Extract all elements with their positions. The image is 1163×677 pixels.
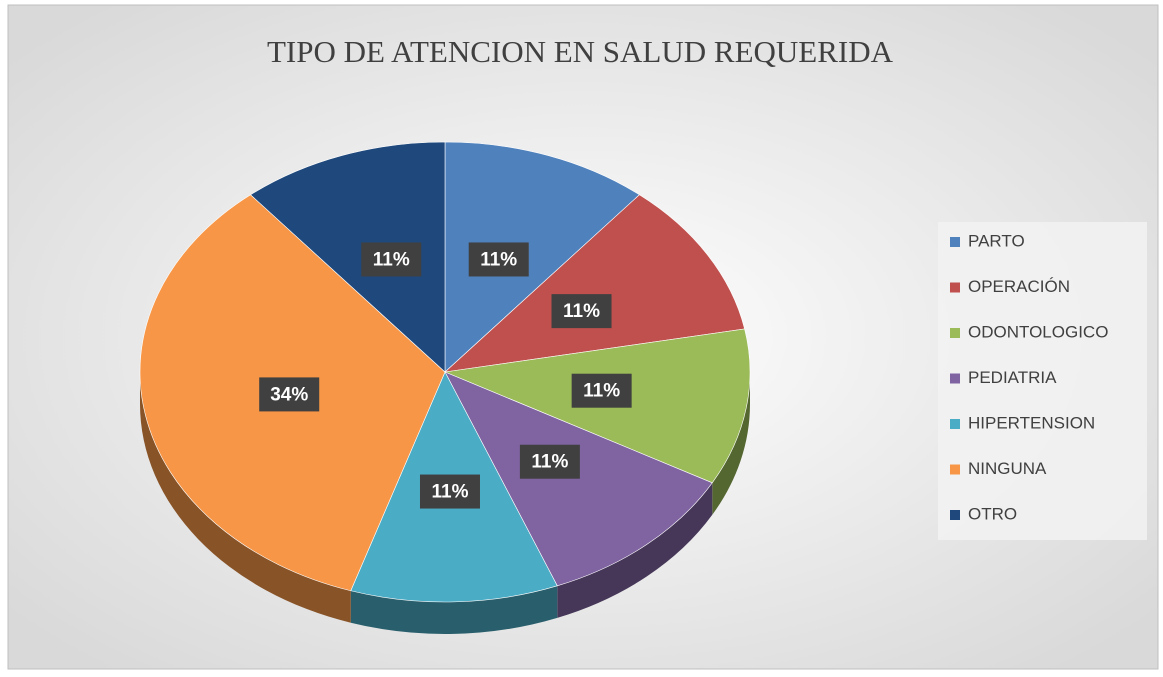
legend-box xyxy=(938,222,1147,540)
data-label: 34% xyxy=(270,384,308,405)
legend-swatch xyxy=(950,282,960,293)
slice-side xyxy=(140,372,351,623)
data-label: 11% xyxy=(563,301,600,322)
data-label: 11% xyxy=(583,381,620,402)
slice-side xyxy=(557,482,713,618)
legend-label: OPERACIÓN xyxy=(968,277,1070,296)
data-label-box xyxy=(361,242,422,277)
data-label-box xyxy=(519,444,580,479)
legend-swatch xyxy=(950,510,960,520)
slice xyxy=(444,371,713,587)
legend-label: HIPERTENSION xyxy=(968,413,1095,432)
slice-side xyxy=(712,372,750,515)
legend-swatch xyxy=(950,237,960,247)
slice xyxy=(444,141,640,373)
data-label: 11% xyxy=(431,482,468,503)
legend-swatch xyxy=(950,328,960,338)
legend-swatch xyxy=(950,419,960,429)
legend-swatch xyxy=(950,373,960,384)
legend-swatch xyxy=(950,464,960,475)
slice-side xyxy=(350,585,558,634)
slice xyxy=(250,141,446,373)
data-label-box xyxy=(419,474,480,509)
slice xyxy=(444,194,745,373)
data-label-box xyxy=(551,294,612,329)
legend-label: NINGUNA xyxy=(968,459,1047,478)
legend-label: PEDIATRIA xyxy=(968,368,1057,387)
legend-label: ODONTOLOGICO xyxy=(968,322,1108,341)
data-label-box xyxy=(571,373,632,408)
legend-label: OTRO xyxy=(968,504,1017,523)
data-label: 11% xyxy=(531,452,568,473)
chart-title: TIPO DE ATENCION EN SALUD REQUERIDA xyxy=(267,34,894,69)
data-label-box xyxy=(259,377,320,412)
legend-label: PARTO xyxy=(968,231,1025,250)
data-label: 11% xyxy=(373,249,410,270)
data-label-box xyxy=(468,242,529,277)
data-label: 11% xyxy=(480,249,517,270)
